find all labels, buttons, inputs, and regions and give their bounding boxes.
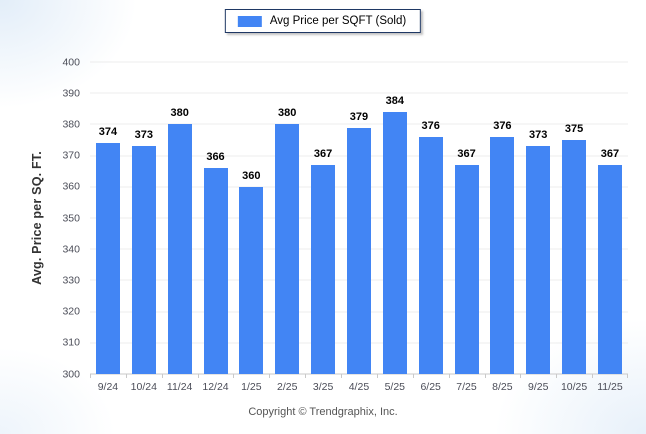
x-axis-boundary-tick [305,374,307,378]
bar-cell: 373 9/25 [520,62,556,392]
bar-cell: 373 10/24 [126,62,162,392]
bar-cell: 379 4/25 [341,62,377,392]
legend: Avg Price per SQFT (Sold) [224,9,422,33]
x-axis-boundary-tick [520,374,522,378]
x-axis-boundary-tick [341,374,343,378]
bar-value-label: 366 [206,151,225,164]
bar-cell: 374 9/24 [90,62,126,392]
x-tick-label: 11/25 [597,381,623,393]
x-tick-label: 5/25 [384,381,406,393]
bar-cell: 367 3/25 [305,62,341,392]
bar [275,124,300,374]
y-tick-label: 330 [62,274,80,287]
x-tick-label: 1/25 [241,381,262,393]
bar [418,136,443,374]
x-axis-boundary-tick [197,374,199,378]
x-tick-label: 10/25 [560,381,588,393]
x-tick-label: 9/24 [97,381,119,393]
bar-cell: 360 1/25 [233,62,269,392]
bar-cell: 367 11/25 [592,62,628,392]
bar-cell: 380 2/25 [269,62,305,392]
bar-value-label: 380 [278,107,297,120]
bar [131,146,156,374]
y-tick-label: 400 [62,55,80,68]
y-axis-title: Avg. Price per SQ. FT. [30,151,44,285]
y-tick-label: 370 [62,149,80,162]
x-axis-boundary-tick [484,374,486,378]
bar [597,164,622,374]
gridline [90,61,628,63]
y-tick-label: 350 [62,211,80,224]
bar-value-label: 367 [457,147,476,160]
y-tick-label: 320 [62,305,80,318]
gridline [90,123,628,125]
bar-value-label: 367 [600,147,620,160]
x-tick-label: 2/25 [277,381,298,393]
bar [203,168,228,374]
x-tick-label: 12/24 [202,381,229,393]
bar [526,146,551,374]
x-axis-boundary-tick [592,374,594,378]
y-tick-label: 340 [62,242,80,255]
bar-value-label: 380 [170,107,189,120]
x-axis-boundary-tick [125,374,127,378]
y-tick-label: 310 [62,336,80,349]
copyright-text: Copyright © Trendgraphix, Inc. [248,406,398,418]
bar-value-label: 376 [421,119,440,132]
x-tick-label: 4/25 [348,381,370,393]
x-tick-label: 6/25 [420,381,441,393]
x-axis-boundary-tick [448,374,450,378]
bar-value-label: 373 [134,129,153,142]
gridline [90,92,628,94]
bars-container: 374 9/24 373 10/24 380 11/24 366 12/24 360 1/25 38… [90,62,628,393]
bar [346,127,371,374]
bar [95,143,120,374]
x-tick-label: 9/25 [528,381,549,393]
x-tick-label: 11/24 [166,381,193,393]
bar-cell: 376 8/25 [484,62,520,392]
x-tick-label: 3/25 [312,381,334,393]
bar [311,164,336,374]
legend-label: Avg Price per SQFT (Sold) [269,15,407,27]
bar-cell: 367 7/25 [449,62,485,392]
bar-cell: 366 12/24 [198,62,234,392]
x-axis-boundary-tick [233,374,235,378]
bar-cell: 376 6/25 [413,62,449,392]
bar-cell: 384 5/25 [377,62,413,392]
y-tick-label: 300 [62,367,80,380]
x-axis-boundary-tick [627,374,628,378]
bar [454,164,479,374]
bar-value-label: 373 [529,129,548,142]
bar-value-label: 374 [98,126,118,139]
y-tick-label: 360 [62,180,80,193]
legend-swatch [237,15,262,27]
bar-value-label: 384 [385,94,404,107]
x-tick-label: 10/24 [130,381,157,393]
bar-cell: 380 11/24 [162,62,198,392]
y-tick-label: 380 [62,118,80,131]
x-tick-label: 8/25 [492,381,513,393]
x-tick-label: 7/25 [456,381,477,393]
bar-value-label: 376 [493,119,512,132]
x-axis-boundary-tick [161,374,163,378]
y-tick-label: 390 [62,86,80,99]
bar [239,186,264,374]
bar [490,136,515,374]
bar-value-label: 367 [313,147,333,160]
x-axis-boundary-tick [412,374,414,378]
x-axis-boundary-tick [269,374,271,378]
x-axis-line [90,373,628,375]
bar-value-label: 360 [242,169,261,182]
plot-area: 300 310 320 330 340 350 360 370 380 390 400 374 9/24… [62,57,628,393]
bar-cell: 375 10/25 [556,62,592,393]
bar-value-label: 379 [349,110,369,123]
bar [382,111,407,374]
bar [167,124,192,374]
x-axis-boundary-tick [376,374,378,378]
bar-value-label: 375 [564,123,584,135]
x-axis-boundary-tick [556,374,558,378]
bar [562,140,587,374]
x-axis-boundary-tick [90,374,91,378]
